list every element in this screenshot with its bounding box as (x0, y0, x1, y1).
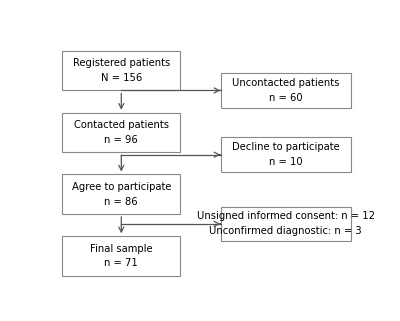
Text: Contacted patients
n = 96: Contacted patients n = 96 (74, 120, 169, 145)
FancyBboxPatch shape (62, 236, 180, 276)
Text: Uncontacted patients
n = 60: Uncontacted patients n = 60 (232, 78, 339, 103)
Text: Unsigned informed consent: n = 12
Unconfirmed diagnostic: n = 3: Unsigned informed consent: n = 12 Unconf… (197, 212, 375, 236)
Text: Decline to participate
n = 10: Decline to participate n = 10 (232, 142, 340, 167)
FancyBboxPatch shape (220, 207, 351, 241)
FancyBboxPatch shape (62, 175, 180, 214)
FancyBboxPatch shape (62, 51, 180, 91)
Text: Registered patients
N = 156: Registered patients N = 156 (73, 58, 170, 83)
FancyBboxPatch shape (220, 137, 351, 172)
FancyBboxPatch shape (62, 113, 180, 152)
Text: Final sample
n = 71: Final sample n = 71 (90, 244, 153, 268)
FancyBboxPatch shape (220, 73, 351, 108)
Text: Agree to participate
n = 86: Agree to participate n = 86 (72, 182, 171, 207)
